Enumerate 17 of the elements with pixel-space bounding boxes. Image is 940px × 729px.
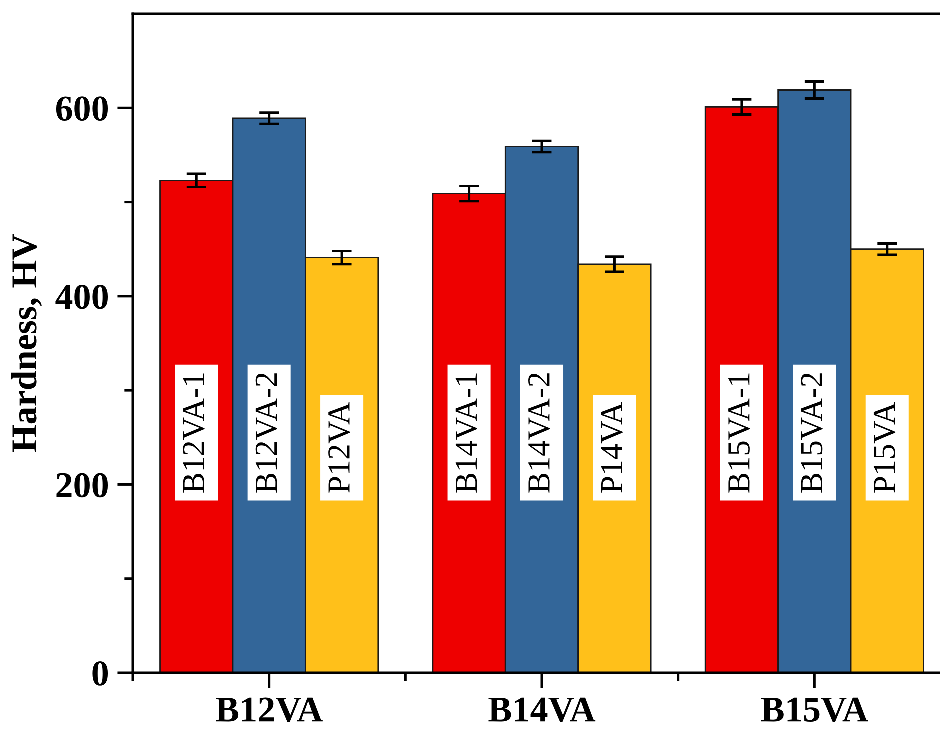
data-label: B14VA-1 (456, 374, 478, 493)
data-label: B14VA-2 (528, 374, 550, 493)
y-tick-label: 0 (92, 662, 108, 686)
data-label: B12VA-2 (256, 374, 278, 493)
x-tick-label: B14VA (488, 698, 596, 722)
data-label: B15VA-1 (728, 374, 750, 493)
data-label: B12VA-1 (183, 374, 205, 493)
y-tick-label: 200 (56, 473, 108, 498)
data-label: P15VA (874, 402, 896, 493)
x-tick-label: B15VA (761, 698, 868, 722)
data-label: P12VA (328, 402, 350, 493)
y-tick-label: 400 (56, 284, 108, 310)
data-label: B15VA-2 (801, 374, 823, 493)
x-tick-label: B12VA (216, 698, 323, 722)
y-axis-title: Hardness, HV (11, 234, 42, 452)
data-label: P14VA (601, 402, 623, 493)
y-tick-label: 600 (56, 96, 108, 122)
